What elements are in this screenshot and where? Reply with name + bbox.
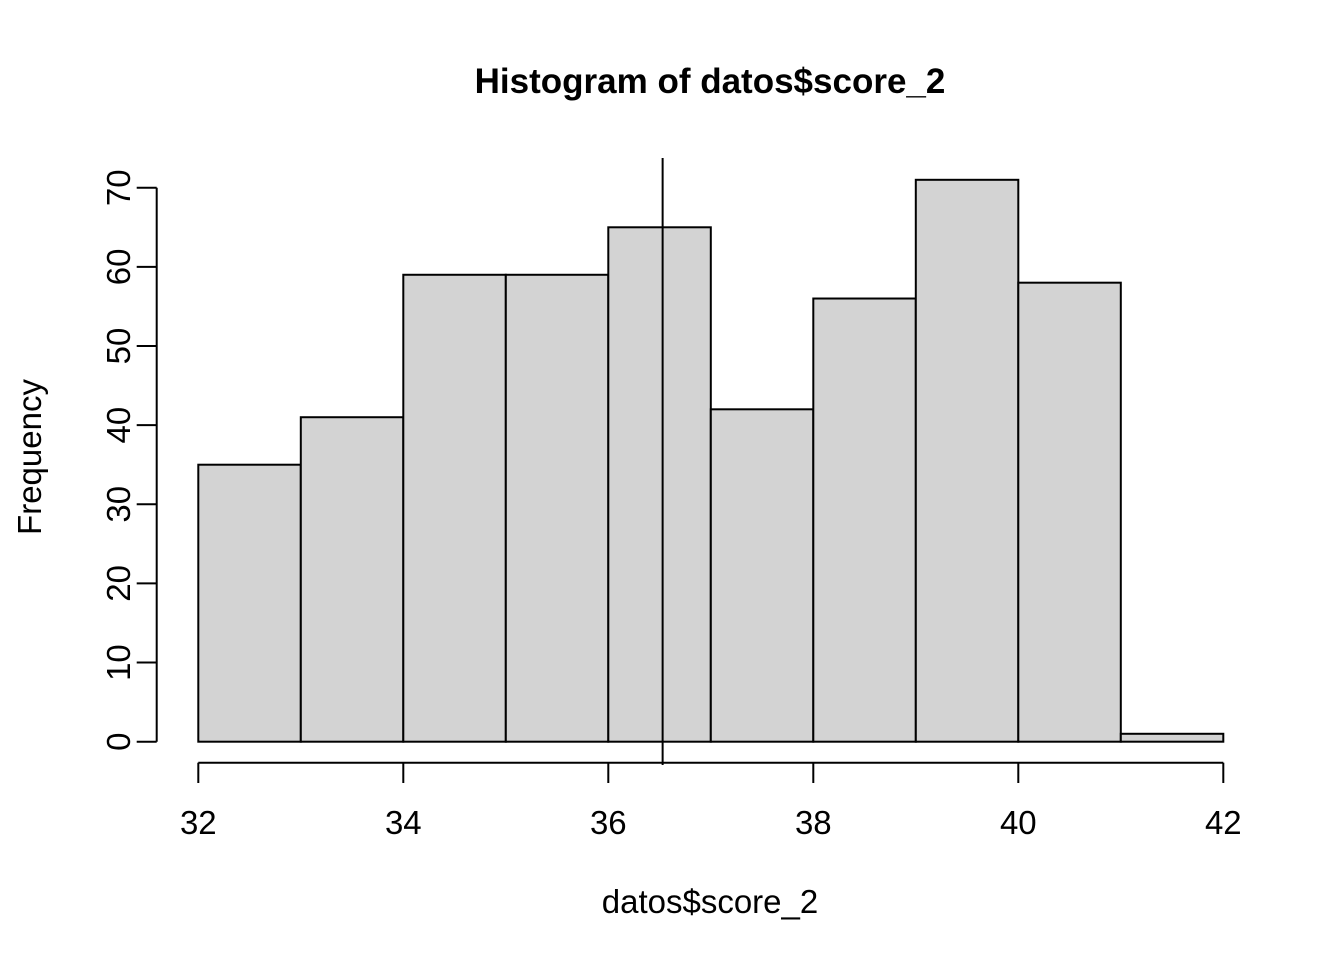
y-tick-label: 30 <box>100 486 137 523</box>
bars-layer <box>197 178 1225 743</box>
y-tick-label: 10 <box>100 644 137 681</box>
axes-layer: 32 34 36 38 40 42 0 10 20 30 40 50 60 70 <box>100 169 1242 841</box>
y-tick-label: 0 <box>100 733 137 751</box>
histogram-bar <box>504 273 610 743</box>
x-axis-label: datos$score_2 <box>602 883 818 920</box>
x-tick-label: 42 <box>1205 804 1242 841</box>
x-tick-label: 32 <box>180 804 217 841</box>
x-tick-label: 36 <box>590 804 627 841</box>
histogram-bar <box>197 463 302 743</box>
y-tick-label: 60 <box>100 249 137 286</box>
x-tick-label: 40 <box>1000 804 1037 841</box>
histogram-bar <box>607 226 712 743</box>
y-tick-label: 50 <box>100 328 137 365</box>
y-tick-label: 20 <box>100 565 137 602</box>
histogram-bar <box>914 178 1020 743</box>
histogram-bar <box>299 416 405 743</box>
histogram-bar <box>812 297 917 743</box>
y-tick-label: 70 <box>100 169 137 206</box>
x-tick-label: 34 <box>385 804 422 841</box>
x-tick-label: 38 <box>795 804 832 841</box>
histogram-bar <box>402 273 507 743</box>
histogram-bar <box>1119 732 1225 743</box>
y-axis-label: Frequency <box>11 379 48 535</box>
histogram-bar <box>1017 281 1122 743</box>
y-tick-label: 40 <box>100 407 137 444</box>
chart-title: Histogram of datos$score_2 <box>475 62 946 101</box>
histogram-bar <box>709 408 815 743</box>
